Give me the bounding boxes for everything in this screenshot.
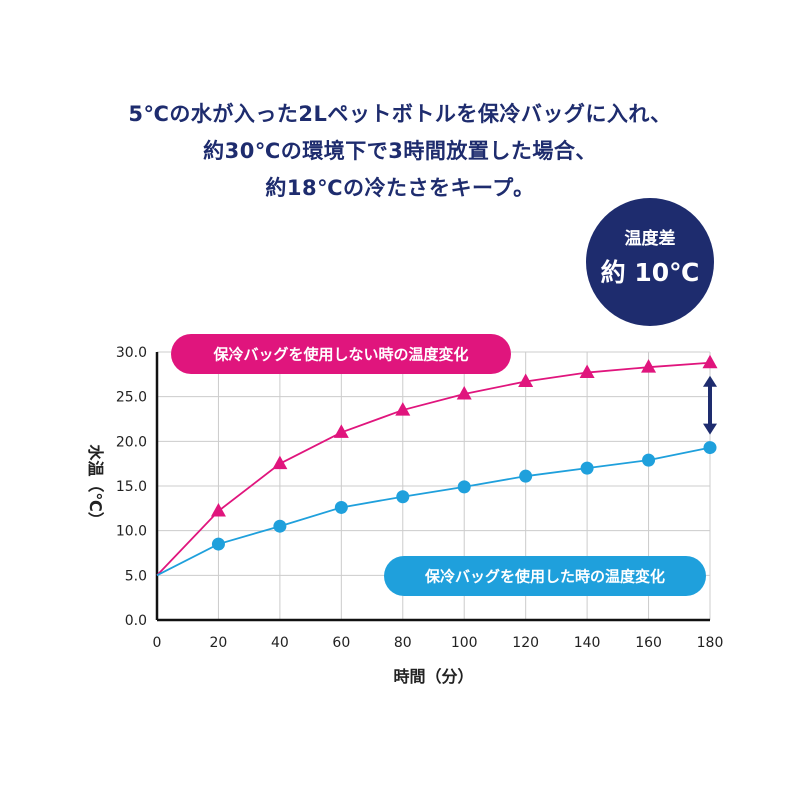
- data-point-circle: [396, 490, 410, 504]
- data-point-circle: [334, 500, 348, 514]
- data-point-circle: [703, 441, 717, 455]
- temperature-difference-badge: 温度差 約 10℃: [586, 198, 714, 326]
- y-tick-label: 15.0: [116, 479, 147, 495]
- data-point-triangle: [456, 385, 472, 400]
- data-point-triangle: [641, 359, 657, 373]
- legend-without-bag-background: [171, 334, 511, 374]
- legend-with-bag: 保冷バッグを使用した時の温度変化: [384, 556, 706, 596]
- data-point-triangle: [333, 424, 349, 438]
- headline: 5℃の水が入った2Lペットボトルを保冷バッグに入れ、 約30℃の環境下で3時間放…: [0, 96, 800, 207]
- data-point-circle: [580, 461, 594, 475]
- data-point-triangle: [702, 354, 718, 369]
- data-point-triangle: [579, 364, 595, 379]
- x-tick-label: 120: [512, 635, 539, 651]
- data-point-circle: [273, 519, 287, 533]
- y-tick-label: 5.0: [125, 568, 147, 584]
- x-tick-label: 40: [271, 635, 289, 651]
- x-tick-label: 100: [451, 635, 478, 651]
- legend-without-bag: 保冷バッグを使用しない時の温度変化: [171, 334, 511, 374]
- legend-with-bag-background: [384, 556, 706, 596]
- difference-arrow-head-up: [703, 375, 717, 387]
- y-tick-label: 25.0: [116, 390, 147, 406]
- data-point-triangle: [518, 373, 534, 387]
- series-line-1: [156, 361, 711, 576]
- badge-label: 温度差: [624, 229, 676, 249]
- x-tick-label: 180: [697, 635, 724, 651]
- data-point-circle: [519, 469, 533, 483]
- difference-arrow-head-down: [703, 423, 717, 435]
- headline-line-1: 5℃の水が入った2Lペットボトルを保冷バッグに入れ、: [128, 102, 672, 126]
- data-point-triangle: [395, 402, 411, 416]
- x-tick-label: 0: [153, 635, 162, 651]
- x-tick-label: 20: [210, 635, 228, 651]
- legend-without-bag-label: 保冷バッグを使用しない時の温度変化: [212, 346, 468, 364]
- y-tick-label: 30.0: [116, 345, 147, 361]
- y-tick-label: 0.0: [125, 613, 147, 629]
- series-line-2: [156, 446, 711, 577]
- data-point-triangle: [272, 455, 288, 470]
- headline-line-2: 約30℃の環境下で3時間放置した場合、: [203, 139, 597, 163]
- y-tick-label: 10.0: [116, 524, 147, 540]
- y-axis-title: 水温（℃）: [86, 444, 105, 527]
- y-tick-label: 20.0: [116, 434, 147, 450]
- x-tick-label: 160: [635, 635, 662, 651]
- data-point-triangle: [210, 503, 226, 517]
- x-tick-label: 140: [574, 635, 601, 651]
- legend-with-bag-label: 保冷バッグを使用した時の温度変化: [424, 568, 665, 586]
- data-point-circle: [457, 480, 471, 494]
- x-tick-label: 60: [332, 635, 350, 651]
- y-axis-title-group: 水温（℃）: [86, 444, 105, 527]
- x-tick-label: 80: [394, 635, 412, 651]
- headline-line-3: 約18℃の冷たさをキープ。: [265, 176, 535, 200]
- data-point-circle: [211, 537, 225, 551]
- data-point-circle: [642, 453, 656, 467]
- badge-value: 約 10℃: [600, 258, 700, 287]
- x-axis-title: 時間（分）: [393, 667, 473, 686]
